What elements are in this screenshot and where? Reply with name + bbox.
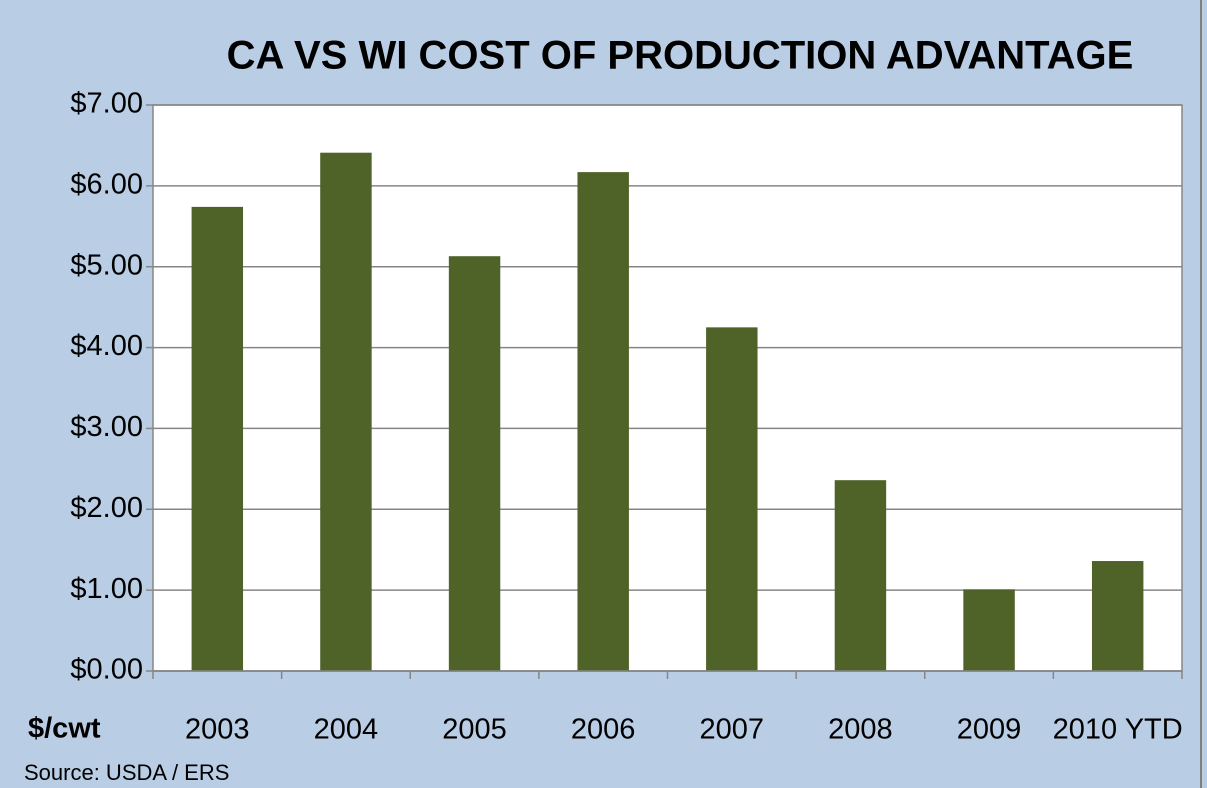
bar (448, 256, 501, 671)
bar (1091, 561, 1144, 671)
chart-title: CA VS WI COST OF PRODUCTION ADVANTAGE (227, 34, 1134, 78)
bar (320, 152, 372, 672)
x-tick-label: 2006 (571, 714, 636, 746)
source-note: Source: USDA / ERS (24, 760, 229, 785)
x-tick-label: 2007 (700, 714, 765, 746)
y-tick-label: $2.00 (70, 492, 143, 524)
bar (834, 480, 887, 671)
axis-label: $/cwt (28, 713, 101, 745)
x-tick-label: 2009 (957, 714, 1022, 746)
x-tick-label: 2008 (828, 714, 893, 746)
y-tick-label: $1.00 (70, 573, 143, 605)
y-tick-label: $5.00 (70, 249, 143, 281)
bar (963, 589, 1015, 671)
bar (577, 172, 629, 671)
x-tick-label: 2005 (442, 714, 507, 746)
bar (706, 327, 758, 671)
bar (191, 206, 244, 671)
x-tick-label: 2010 YTD (1053, 714, 1183, 746)
y-tick-label: $4.00 (70, 330, 143, 362)
y-tick-label: $3.00 (70, 411, 143, 443)
x-tick-label: 2003 (185, 714, 250, 746)
y-tick-label: $7.00 (70, 88, 143, 120)
x-tick-label: 2004 (314, 714, 379, 746)
y-tick-label: $6.00 (70, 169, 143, 201)
plot-area (153, 105, 1182, 671)
y-tick-label: $0.00 (70, 654, 143, 686)
